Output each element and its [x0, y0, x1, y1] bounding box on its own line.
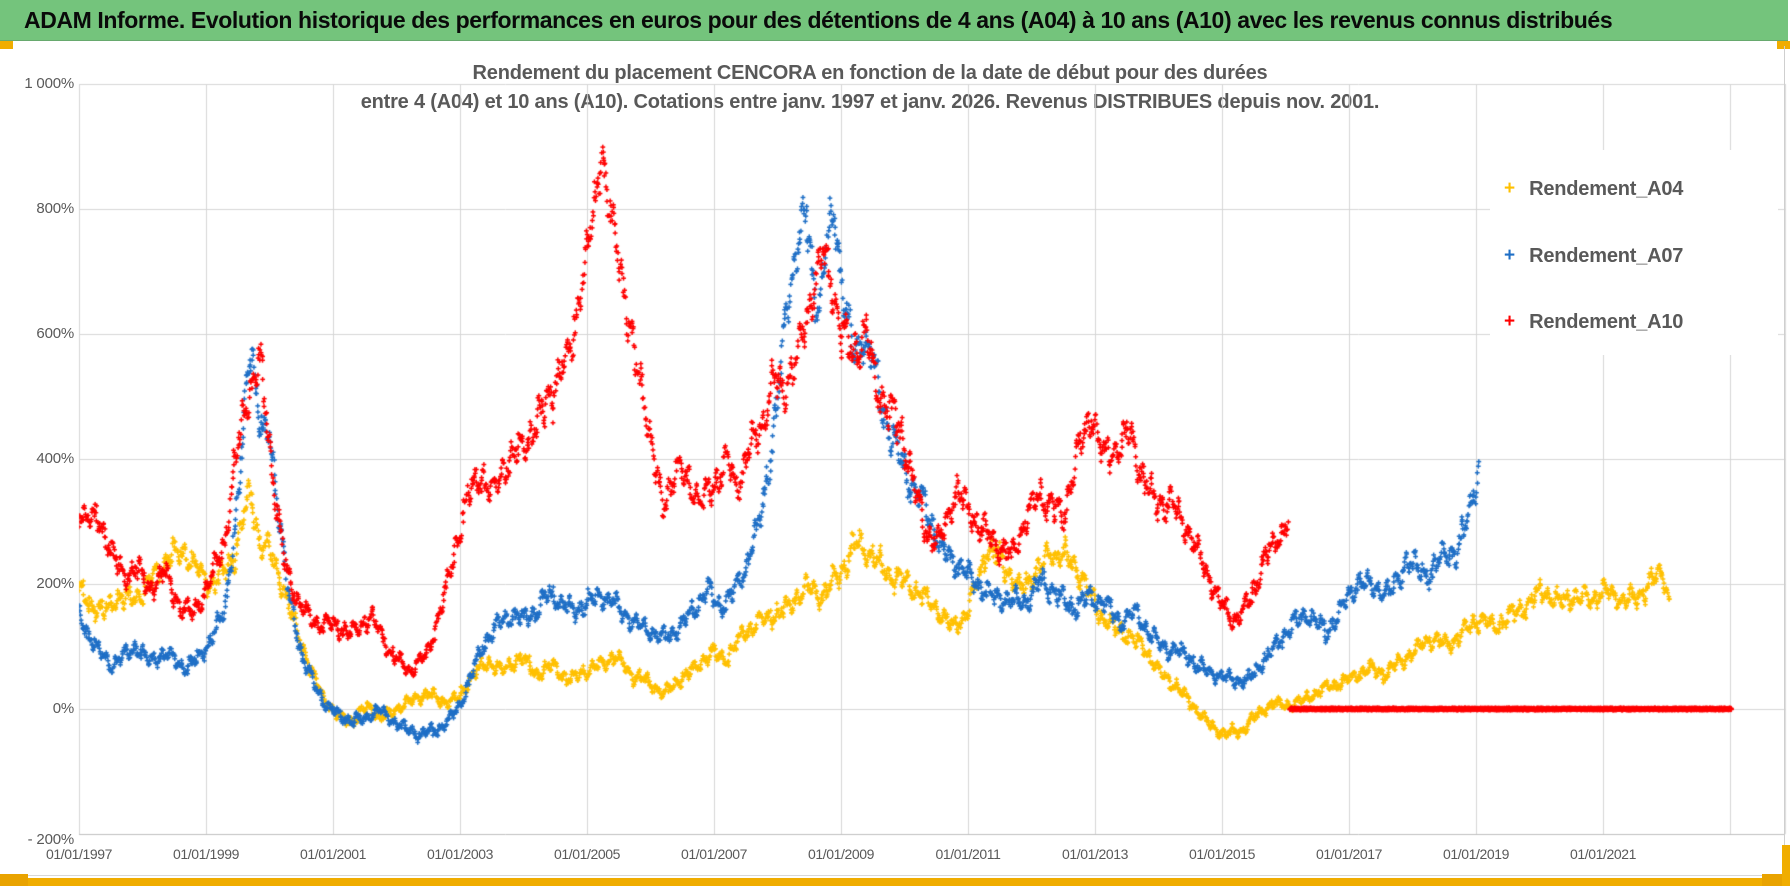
- legend-label: Rendement_A04: [1529, 177, 1684, 200]
- legend-item-a07[interactable]: + Rendement_A07: [1504, 243, 1683, 269]
- y-axis-tick-label: 400%: [36, 450, 74, 467]
- y-axis-tick-label: 800%: [36, 200, 74, 217]
- gold-accent-right-strip: [1782, 845, 1790, 886]
- plus-marker-icon: +: [1504, 178, 1516, 199]
- gold-bottom-bar: [0, 878, 1790, 886]
- x-axis-tick-label: 01/01/2011: [935, 846, 1001, 862]
- y-axis-tick-label: 200%: [36, 575, 74, 592]
- y-axis-tick-label: 600%: [36, 325, 74, 342]
- x-axis-tick-label: 01/01/2017: [1315, 846, 1383, 862]
- legend-label: Rendement_A10: [1529, 310, 1684, 333]
- bottom-divider: [0, 875, 1790, 876]
- plus-marker-icon: +: [1504, 311, 1516, 332]
- x-axis-tick-label: 01/01/2015: [1188, 846, 1256, 862]
- x-axis-tick-label: 01/01/2013: [1061, 846, 1129, 862]
- x-axis-tick-label: 01/01/1999: [172, 846, 240, 862]
- legend-label: Rendement_A07: [1529, 244, 1684, 267]
- y-axis-tick-label: - 200%: [27, 831, 75, 848]
- y-axis-tick-label: 1 000%: [24, 75, 74, 92]
- x-axis-tick-label: 01/01/2009: [807, 846, 875, 862]
- y-axis-tick-label: 0%: [52, 700, 74, 717]
- x-axis-tick-label: 01/01/2019: [1442, 846, 1510, 862]
- x-axis-tick-label: 01/01/2005: [553, 846, 621, 862]
- chart-legend: + Rendement_A04 + Rendement_A07 + Rendem…: [1490, 150, 1778, 355]
- gold-accent-bottom-left: [0, 874, 28, 886]
- x-axis-tick-label: 01/01/2007: [680, 846, 748, 862]
- x-axis-tick-label: 01/01/2021: [1569, 846, 1637, 862]
- x-axis-tick-label: 01/01/2001: [299, 846, 367, 862]
- plus-marker-icon: +: [1504, 245, 1516, 266]
- chart-right-border: [1784, 46, 1785, 874]
- x-axis-tick-label: 01/01/2003: [426, 846, 494, 862]
- legend-item-a10[interactable]: + Rendement_A10: [1504, 309, 1683, 335]
- x-axis-tick-label: 01/01/1997: [45, 846, 113, 862]
- legend-item-a04[interactable]: + Rendement_A04: [1504, 176, 1683, 202]
